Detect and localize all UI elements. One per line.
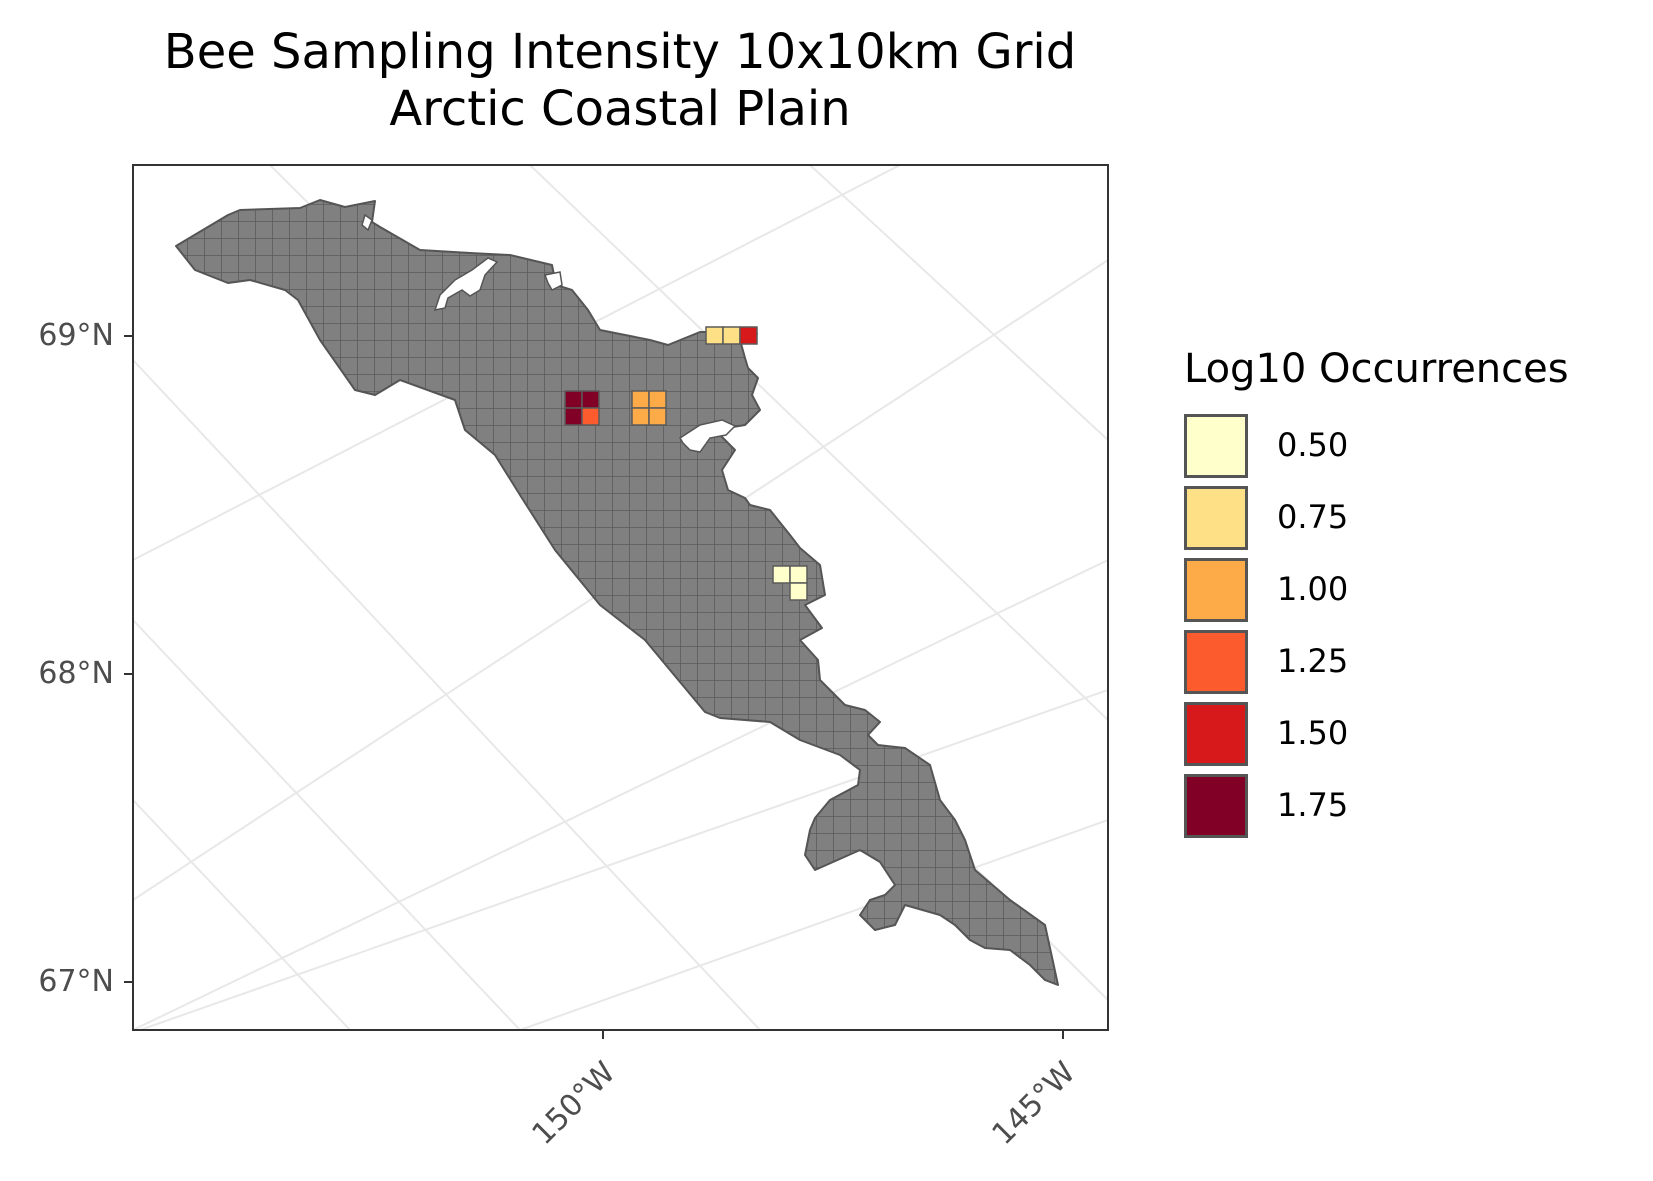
legend-item: 1.75 bbox=[1184, 771, 1524, 841]
legend-item: 0.50 bbox=[1184, 411, 1524, 481]
sampled-grid-cell bbox=[789, 565, 808, 584]
legend-swatch bbox=[1184, 414, 1248, 478]
legend-item: 1.50 bbox=[1184, 699, 1524, 769]
legend-item: 1.25 bbox=[1184, 627, 1524, 697]
sampled-grid-cell bbox=[648, 407, 667, 426]
map-title: Bee Sampling Intensity 10x10km Grid bbox=[163, 24, 1077, 80]
map-subtitle: Arctic Coastal Plain bbox=[389, 81, 851, 137]
sampled-grid-cell bbox=[564, 390, 583, 409]
legend-swatch bbox=[1184, 774, 1248, 838]
sampled-grid-cell bbox=[631, 407, 650, 426]
legend-label: 1.50 bbox=[1277, 714, 1349, 752]
sampled-grid-cell bbox=[581, 407, 600, 426]
sampled-grid-cell bbox=[739, 326, 758, 345]
legend-title: Log10 Occurrences bbox=[1184, 346, 1569, 392]
legend-swatch bbox=[1184, 702, 1248, 766]
arctic-coastal-plain-region bbox=[175, 199, 1059, 986]
legend-item: 0.75 bbox=[1184, 483, 1524, 553]
sampled-grid-cell bbox=[772, 565, 791, 584]
sampled-grid-cell bbox=[648, 390, 667, 409]
y-tick-label: 68°N bbox=[38, 656, 114, 691]
map-panel-border bbox=[132, 164, 1109, 1031]
legend-swatch bbox=[1184, 486, 1248, 550]
legend-label: 0.50 bbox=[1277, 426, 1349, 464]
y-tick-label: 67°N bbox=[38, 964, 114, 999]
sampled-grid-cell bbox=[789, 582, 808, 601]
legend-swatch bbox=[1184, 630, 1248, 694]
y-tick-label: 69°N bbox=[38, 318, 114, 353]
legend-label: 0.75 bbox=[1277, 498, 1349, 536]
legend-label: 1.25 bbox=[1277, 642, 1349, 680]
lakes bbox=[361, 213, 737, 453]
axis-ticks bbox=[124, 335, 1064, 1039]
sampled-cells bbox=[564, 326, 808, 601]
legend-swatch bbox=[1184, 558, 1248, 622]
sampled-grid-cell bbox=[581, 390, 600, 409]
legend-item: 1.00 bbox=[1184, 555, 1524, 625]
legend-label: 1.00 bbox=[1277, 570, 1349, 608]
sampled-grid-cell bbox=[722, 326, 741, 345]
sampled-grid-cell bbox=[564, 407, 583, 426]
sampled-grid-cell bbox=[631, 390, 650, 409]
legend-label: 1.75 bbox=[1277, 786, 1349, 824]
sampled-grid-cell bbox=[705, 326, 724, 345]
